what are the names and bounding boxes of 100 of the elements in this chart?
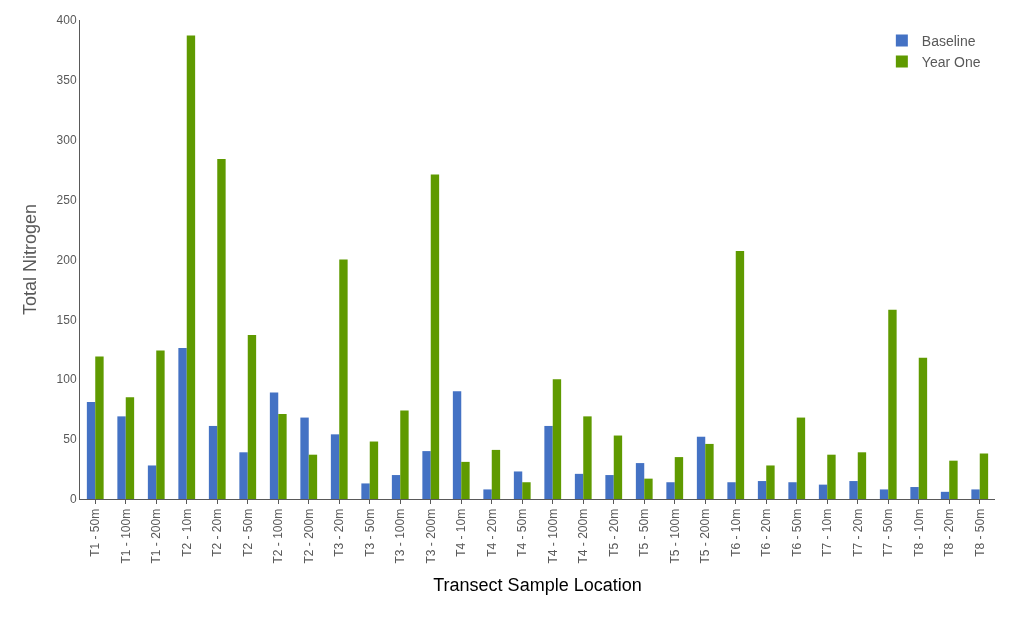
x-tick-label: T3 - 100m xyxy=(393,508,408,564)
bar xyxy=(705,443,714,499)
y-tick-label: 0 xyxy=(69,492,77,507)
bar xyxy=(178,348,187,499)
x-tick-label: T8 - 10m xyxy=(911,508,926,557)
bar xyxy=(330,434,340,499)
bar xyxy=(605,475,614,499)
x-axis-title: Transect Sample Location xyxy=(433,574,642,595)
y-tick-label: 300 xyxy=(56,132,77,147)
x-tick-label: T1 - 50m xyxy=(88,508,103,557)
x-tick-label: T4 - 100m xyxy=(545,508,560,564)
bar xyxy=(300,417,309,499)
x-tick-label: T7 - 20m xyxy=(850,508,865,557)
bar xyxy=(757,481,767,499)
y-axis-title: Total Nitrogen xyxy=(19,203,40,316)
x-tick-label: T4 - 10m xyxy=(454,508,469,557)
legend-label: Year One xyxy=(921,54,981,71)
bar xyxy=(674,457,684,499)
bar xyxy=(666,482,675,499)
x-tick-label: T1 - 200m xyxy=(149,508,164,564)
x-tick-label: T1 - 100m xyxy=(118,508,133,564)
x-tick-label: T3 - 50m xyxy=(362,508,377,557)
y-tick-label: 50 xyxy=(63,432,77,447)
y-tick-label: 100 xyxy=(56,372,77,387)
bar xyxy=(544,425,553,499)
x-tick-label: T7 - 50m xyxy=(881,508,896,557)
bar xyxy=(308,454,318,499)
bar xyxy=(735,251,745,499)
x-tick-label: T7 - 10m xyxy=(820,508,835,557)
y-tick-label: 150 xyxy=(56,312,77,327)
bar xyxy=(696,436,706,499)
bar xyxy=(217,158,226,499)
bar xyxy=(491,449,501,499)
bar xyxy=(361,483,370,499)
bar xyxy=(483,489,492,499)
bar xyxy=(156,350,165,499)
x-tick-label: T4 - 20m xyxy=(484,508,499,557)
x-tick-label: T4 - 50m xyxy=(515,508,530,557)
bar xyxy=(117,416,126,499)
bar xyxy=(208,425,218,499)
bar xyxy=(369,441,379,499)
bar xyxy=(635,463,645,499)
y-tick-label: 350 xyxy=(56,73,77,88)
bar xyxy=(186,35,196,499)
bar xyxy=(239,452,248,499)
bar xyxy=(86,402,96,499)
bar xyxy=(766,465,775,499)
bar xyxy=(910,487,919,499)
bar xyxy=(971,489,980,499)
x-tick-label: T8 - 20m xyxy=(942,508,957,557)
x-tick-label: T2 - 200m xyxy=(301,508,316,564)
bar xyxy=(269,392,279,499)
bar xyxy=(430,174,440,499)
x-tick-label: T4 - 200m xyxy=(576,508,591,564)
x-tick-label: T2 - 50m xyxy=(240,508,255,557)
y-tick-label: 400 xyxy=(56,13,77,28)
bar xyxy=(125,397,135,499)
bar xyxy=(857,452,867,499)
x-tick-label: T8 - 50m xyxy=(972,508,987,557)
bar xyxy=(727,482,736,499)
bar xyxy=(879,489,889,499)
bar xyxy=(583,416,592,499)
bar xyxy=(452,391,462,499)
y-tick-label: 200 xyxy=(56,252,77,267)
bar xyxy=(644,478,653,499)
x-tick-label: T2 - 100m xyxy=(271,508,286,564)
bar xyxy=(552,379,562,499)
bar xyxy=(278,413,287,499)
x-tick-label: T6 - 20m xyxy=(759,508,774,557)
x-tick-label: T3 - 200m xyxy=(423,508,438,564)
bar xyxy=(979,453,989,499)
bar xyxy=(522,482,531,499)
bar xyxy=(422,451,431,499)
legend-label: Baseline xyxy=(921,32,976,49)
bar xyxy=(147,465,157,499)
bar xyxy=(949,460,958,499)
bar xyxy=(940,491,950,499)
x-tick-label: T2 - 10m xyxy=(179,508,194,557)
x-tick-label: T6 - 50m xyxy=(789,508,804,557)
x-tick-label: T5 - 200m xyxy=(698,508,713,564)
bar xyxy=(613,435,623,499)
x-tick-label: T2 - 20m xyxy=(210,508,225,557)
bar xyxy=(461,461,470,499)
x-tick-label: T6 - 10m xyxy=(728,508,743,557)
bar xyxy=(400,410,409,499)
bar xyxy=(95,356,104,499)
x-tick-label: T5 - 50m xyxy=(637,508,652,557)
x-tick-label: T3 - 20m xyxy=(332,508,347,557)
bar xyxy=(574,473,584,499)
bar xyxy=(796,417,806,499)
x-tick-label: T5 - 20m xyxy=(606,508,621,557)
bar xyxy=(918,357,928,499)
bar xyxy=(888,309,897,499)
x-tick-label: T5 - 100m xyxy=(667,508,682,564)
bar xyxy=(849,481,858,499)
bar xyxy=(339,259,348,499)
bar xyxy=(827,454,836,499)
bar xyxy=(391,475,401,499)
bar xyxy=(513,471,523,499)
bar xyxy=(247,334,257,499)
